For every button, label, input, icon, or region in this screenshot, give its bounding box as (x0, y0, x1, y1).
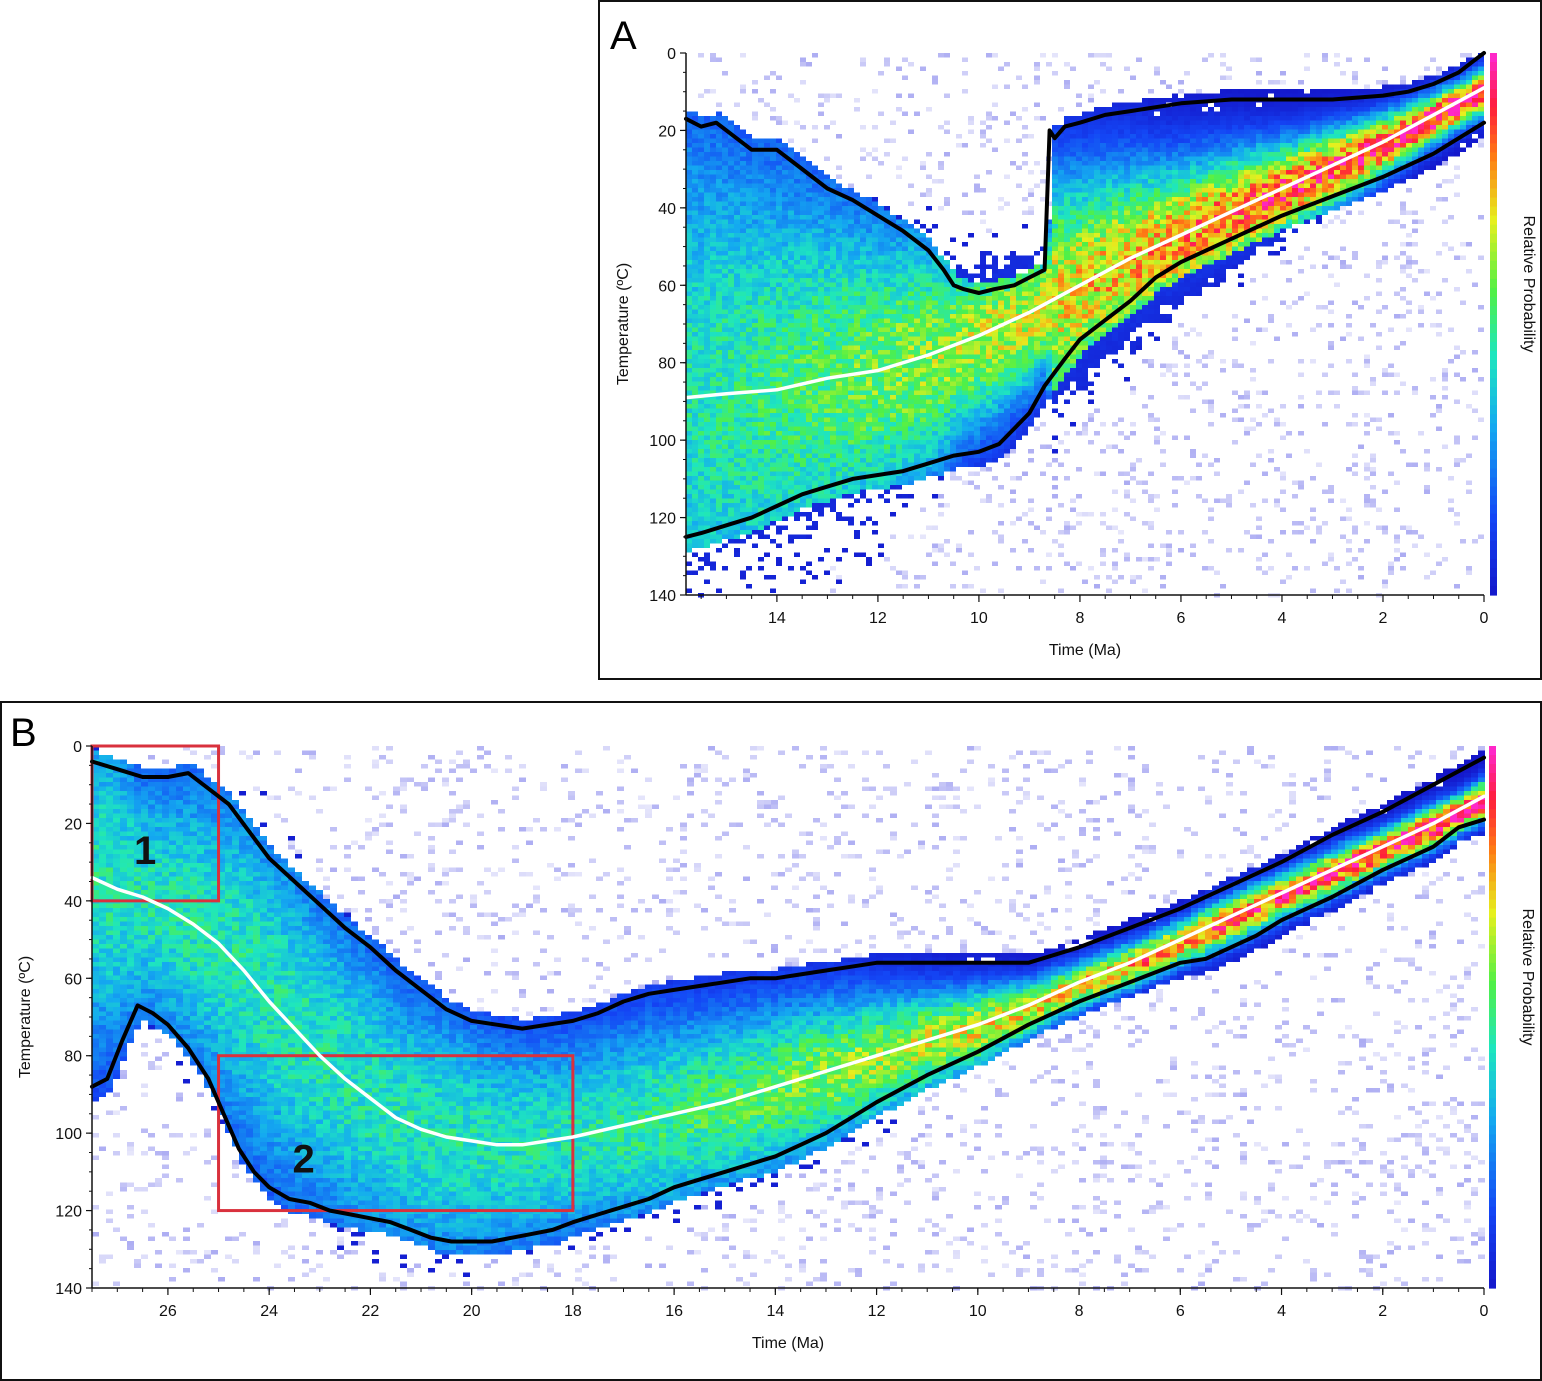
probability-heatmap (686, 53, 1484, 598)
x-tick-label: 8 (1075, 1303, 1084, 1320)
x-tick-label: 14 (768, 610, 786, 627)
y-axis-label: Temperature (ºC) (17, 956, 34, 1078)
panel-a: A 0 20 40 60 80 100 120 140 14 12 10 8 6 4 2 0 Time (Ma)… (598, 0, 1542, 680)
upper-envelope-line (684, 51, 1486, 295)
y-tick-label: 100 (55, 1126, 82, 1143)
x-tick-label: 16 (665, 1303, 683, 1320)
panel-label-a: A (610, 14, 637, 58)
lower-envelope-line (684, 120, 1486, 539)
y-tick-label: 40 (658, 201, 676, 218)
y-tick-label: 140 (649, 588, 676, 605)
y-tick-label: 20 (64, 816, 82, 833)
x-tick-label: 10 (970, 610, 988, 627)
mean-path-line (684, 86, 1486, 400)
y-tick-label: 60 (64, 971, 82, 988)
lower-envelope-line (90, 817, 1486, 1244)
y-tick-label: 120 (55, 1204, 82, 1221)
x-tick-label: 4 (1277, 1303, 1286, 1320)
colorbar: Relative Probability (1489, 746, 1536, 1289)
colorbar-label: Relative Probability (1519, 909, 1536, 1046)
y-tick-label: 60 (658, 278, 676, 295)
x-tick-label: 8 (1075, 610, 1084, 627)
x-tick-label: 18 (564, 1303, 582, 1320)
x-tick-label: 22 (362, 1303, 380, 1320)
x-tick-label: 2 (1378, 1303, 1387, 1320)
y-axis-label: Temperature (ºC) (615, 263, 632, 385)
y-tick-label: 40 (64, 894, 82, 911)
colorbar-label: Relative Probability (1520, 216, 1537, 353)
region-box-2: 2 (217, 1054, 575, 1213)
y-tick-label: 140 (55, 1281, 82, 1298)
region-box-label: 1 (134, 829, 156, 873)
colorbar: Relative Probability (1490, 53, 1537, 596)
x-tick-label: 6 (1176, 1303, 1185, 1320)
panel-label-b: B (10, 711, 37, 755)
mean-path-line (90, 794, 1486, 1147)
x-tick-label: 14 (766, 1303, 784, 1320)
x-axis-label: Time (Ma) (752, 1335, 824, 1352)
x-tick-label: 10 (969, 1303, 987, 1320)
region-box-label: 2 (293, 1138, 315, 1182)
upper-envelope-line (90, 755, 1486, 1031)
x-tick-label: 12 (868, 1303, 886, 1320)
x-tick-label: 20 (463, 1303, 481, 1320)
y-tick-label: 80 (658, 356, 676, 373)
x-axis-label: Time (Ma) (1049, 642, 1121, 659)
x-tick-label: 2 (1379, 610, 1388, 627)
x-tick-label: 12 (869, 610, 887, 627)
y-tick-label: 120 (649, 511, 676, 528)
y-tick-label: 100 (649, 433, 676, 450)
x-tick-label: 6 (1177, 610, 1186, 627)
x-tick-label: 0 (1480, 610, 1489, 627)
region-box-outline (217, 1054, 575, 1213)
panel-b: B 1 2 0 20 40 60 80 100 120 140 26 24 22 20 18 16 14 12 10… (0, 701, 1542, 1381)
x-tick-label: 4 (1278, 610, 1287, 627)
y-tick-label: 20 (658, 123, 676, 140)
x-tick-label: 24 (260, 1303, 278, 1320)
y-tick-label: 0 (667, 46, 676, 63)
probability-heatmap (92, 746, 1485, 1291)
y-tick-label: 0 (73, 739, 82, 756)
x-tick-label: 26 (159, 1303, 177, 1320)
x-tick-label: 0 (1480, 1303, 1489, 1320)
y-tick-label: 80 (64, 1049, 82, 1066)
